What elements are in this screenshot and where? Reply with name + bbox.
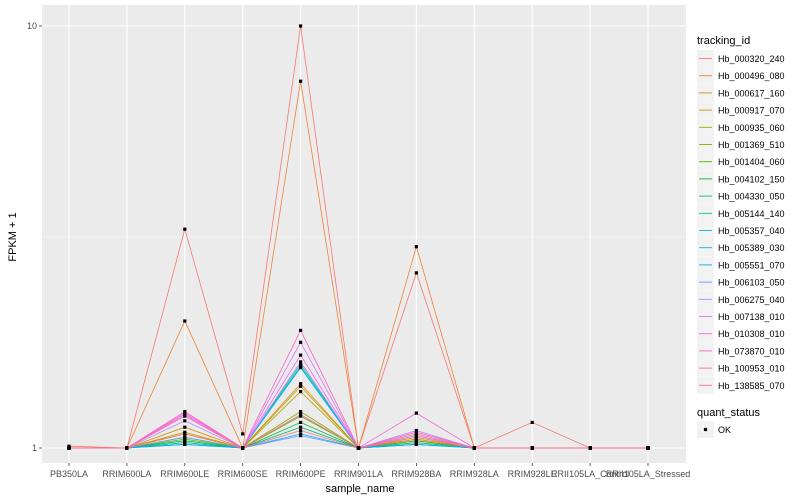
legend-entry-label: Hb_006103_050: [718, 278, 785, 288]
data-point: [299, 410, 303, 414]
data-point: [356, 446, 361, 450]
data-point: [299, 420, 303, 424]
legend-shape-title: quant_status: [697, 407, 760, 419]
data-point: [588, 446, 592, 450]
legend: tracking_id quant_status Hb_000320_240 Hb…: [697, 35, 785, 438]
x-tick-label: RRIM901LA: [334, 469, 383, 479]
data-point: [183, 437, 187, 441]
data-point: [414, 437, 418, 441]
data-point: [183, 441, 187, 445]
data-point: [646, 446, 650, 450]
x-tick-label: RRIM928BA: [391, 469, 441, 479]
x-tick-label: PB350LA: [50, 469, 88, 479]
legend-entry-label: Hb_004102_150: [718, 174, 785, 184]
x-tick-label: RRII105LA_Stressed: [606, 469, 691, 479]
data-point: [183, 227, 187, 231]
legend-entry-label: Hb_138585_070: [718, 381, 785, 391]
legend-color-title: tracking_id: [697, 35, 750, 47]
data-point: [183, 414, 187, 418]
x-tick-label: RRIM600PE: [276, 469, 326, 479]
legend-shape-label: OK: [718, 425, 731, 435]
data-point: [67, 444, 71, 448]
data-point: [299, 24, 303, 28]
data-point: [414, 442, 418, 446]
data-point: [183, 430, 187, 434]
legend-entry-label: Hb_000617_160: [718, 88, 785, 98]
data-point: [414, 435, 418, 439]
data-point: [299, 362, 303, 366]
x-axis-title: sample_name: [325, 483, 394, 495]
data-point: [299, 428, 303, 433]
data-point: [414, 432, 418, 436]
data-point: [472, 446, 476, 450]
legend-entry-label: Hb_005551_070: [718, 260, 785, 270]
data-point: [299, 384, 303, 388]
legend-entry-label: Hb_000917_070: [718, 106, 785, 116]
data-point: [183, 435, 187, 439]
axes: 1 10 PB350LA RRIM600LA RRIM600LE RRIM600SE RRI…: [27, 21, 690, 479]
data-point: [299, 79, 303, 83]
data-point: [299, 340, 303, 344]
data-point: [414, 441, 418, 445]
data-point: [241, 432, 245, 436]
data-point: [414, 411, 418, 415]
data-point: [183, 410, 187, 414]
x-tick-label: RRIM928LA: [450, 469, 499, 479]
data-point: [299, 382, 303, 386]
x-tick-label: RRIM928LE: [508, 469, 557, 479]
legend-entry-label: Hb_073870_010: [718, 346, 785, 356]
data-point: [299, 353, 303, 357]
data-point: [299, 432, 303, 436]
y-axis-title: FPKM + 1: [7, 212, 19, 261]
data-point: [67, 446, 71, 450]
data-point: [183, 319, 187, 323]
data-point: [414, 271, 418, 275]
legend-entry-label: Hb_001369_510: [718, 140, 785, 150]
plot-panel: [42, 5, 686, 463]
legend-entry-label: Hb_000496_080: [718, 71, 785, 81]
legend-entry-label: Hb_000935_060: [718, 123, 785, 133]
legend-entry-label: Hb_100953_010: [718, 364, 785, 374]
data-point: [299, 328, 303, 332]
legend-entry-label: Hb_010308_010: [718, 329, 785, 339]
data-point: [183, 432, 187, 436]
data-point: [125, 446, 129, 450]
data-point: [241, 446, 245, 450]
legend-entry-label: Hb_001404_060: [718, 157, 785, 167]
grid: [42, 5, 686, 463]
x-tick-label: RRIM600LE: [160, 469, 209, 479]
legend-entry-label: Hb_005144_140: [718, 209, 785, 219]
data-point: [183, 425, 187, 429]
data-point: [299, 413, 303, 417]
y-tick-label: 10: [27, 21, 37, 31]
legend-shape-point: [703, 427, 708, 432]
data-point: [183, 442, 187, 446]
data-point: [299, 366, 303, 370]
data-point: [299, 425, 303, 429]
legend-entry-label: Hb_005389_030: [718, 243, 785, 253]
data-points: [67, 24, 650, 450]
legend-entry-label: Hb_005357_040: [718, 226, 785, 236]
legend-entry-label: Hb_007138_010: [718, 312, 785, 322]
data-point: [414, 430, 418, 434]
data-point: [530, 420, 534, 424]
data-point: [530, 446, 534, 450]
data-point: [414, 439, 418, 443]
data-point: [183, 419, 187, 423]
data-point: [299, 390, 303, 394]
data-point: [414, 428, 418, 433]
legend-entry-label: Hb_006275_040: [718, 295, 785, 305]
x-tick-label: RRIM600LA: [102, 469, 151, 479]
data-point: [414, 245, 418, 249]
legend-entry-label: Hb_000320_240: [718, 54, 785, 64]
data-point: [299, 360, 303, 364]
data-point: [299, 434, 303, 438]
data-point: [414, 434, 418, 438]
data-point: [183, 439, 187, 443]
x-tick-label: RRII105LA_Control: [551, 469, 629, 479]
x-tick-label: RRIM600SE: [218, 469, 268, 479]
legend-entry-label: Hb_004330_050: [718, 192, 785, 202]
y-tick-label: 1: [32, 443, 37, 453]
